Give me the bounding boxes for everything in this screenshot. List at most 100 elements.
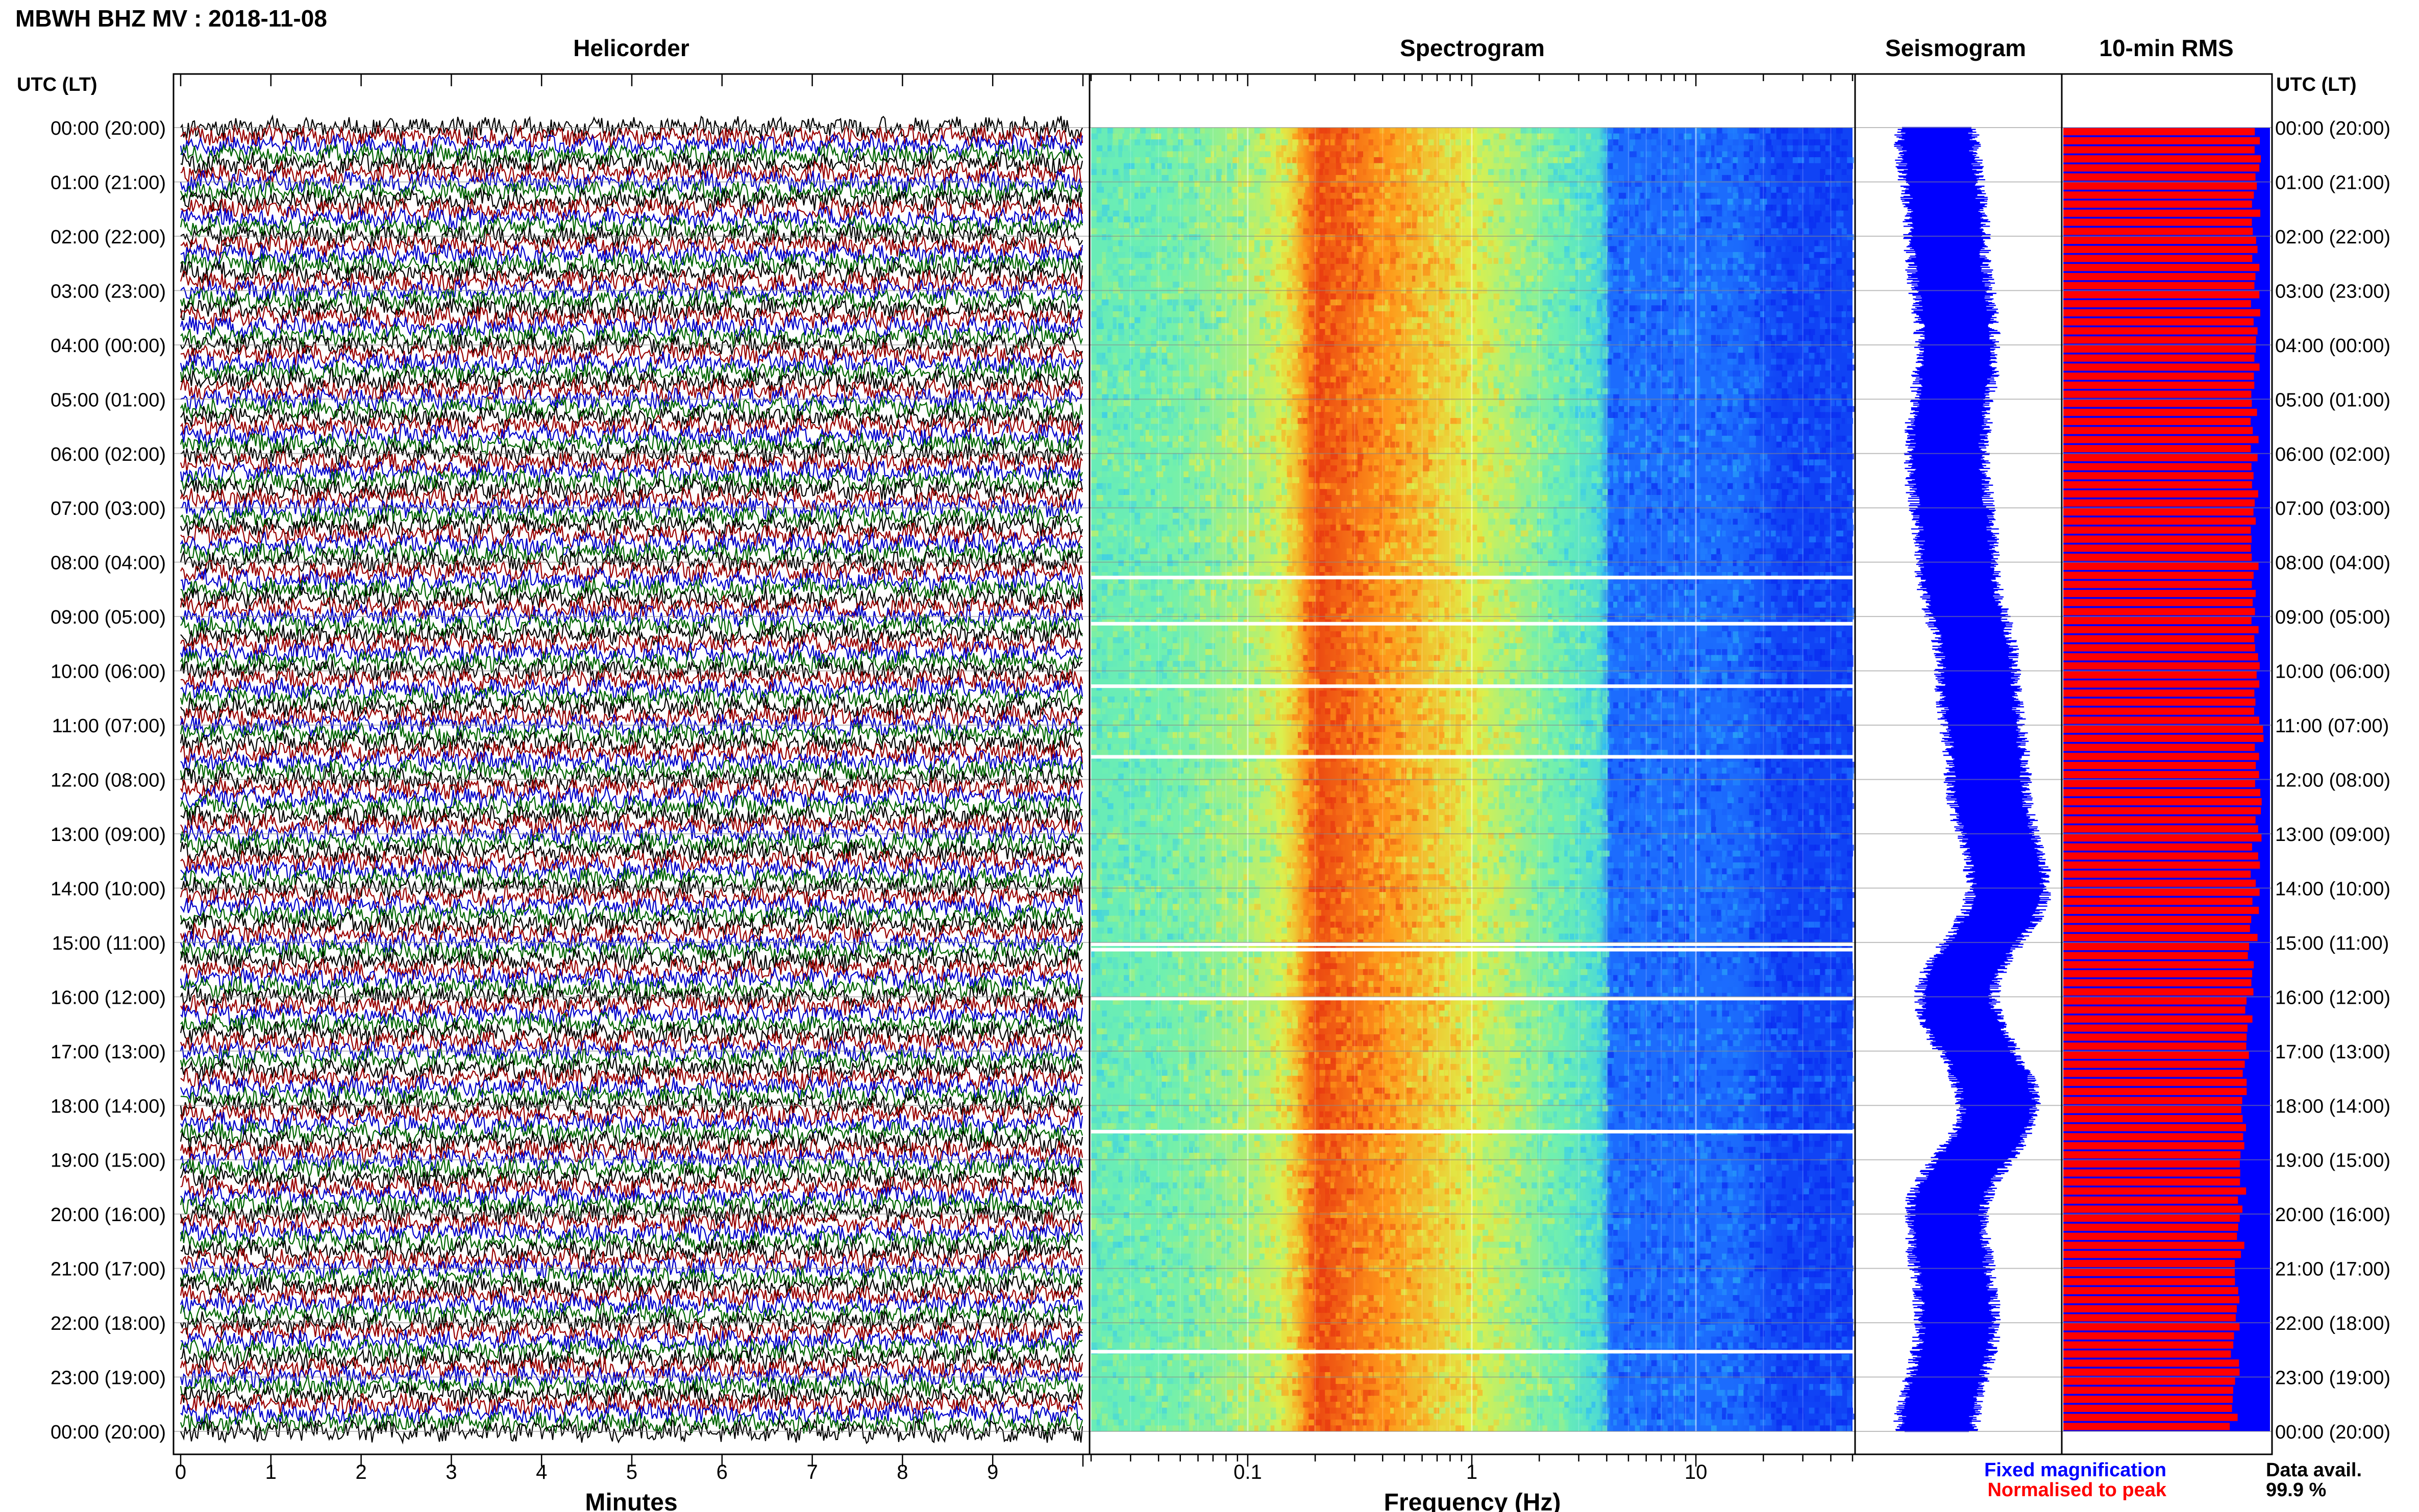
rms-bar	[2063, 535, 2252, 542]
spectrogram-tick-label: 10	[1685, 1461, 1708, 1483]
helicorder-trace	[181, 1030, 1082, 1053]
rms-bar	[2063, 1332, 2234, 1340]
hour-label-right: 02:00 (22:00)	[2275, 227, 2390, 248]
rms-bar	[2063, 355, 2254, 362]
rms-bar	[2063, 1305, 2237, 1312]
rms-bar	[2063, 391, 2251, 398]
time-axis-label-right: UTC (LT)	[2276, 74, 2357, 95]
hour-label-left: 21:00 (17:00)	[51, 1259, 166, 1280]
hour-label-left: 02:00 (22:00)	[51, 227, 166, 248]
minute-tick-label: 3	[446, 1461, 457, 1483]
rms-bar	[2063, 454, 2258, 461]
hour-label-left: 04:00 (00:00)	[51, 335, 166, 357]
rms-bar	[2063, 1151, 2240, 1158]
rms-bar	[2063, 608, 2255, 615]
rms-bar	[2063, 1233, 2237, 1240]
rms-bar	[2063, 400, 2252, 407]
minute-tick-label: 2	[355, 1461, 366, 1483]
rms-bar	[2063, 1314, 2236, 1321]
rms-bar	[2063, 164, 2259, 171]
minute-tick-label: 0	[175, 1461, 186, 1483]
hour-label-right: 22:00 (18:00)	[2275, 1313, 2390, 1334]
rms-bar	[2063, 1359, 2239, 1367]
hour-label-left: 22:00 (18:00)	[51, 1313, 166, 1334]
rms-bar	[2063, 1205, 2242, 1212]
hour-label-left: 14:00 (10:00)	[51, 878, 166, 900]
rms-bar	[2063, 1197, 2238, 1204]
helicorder-trace	[181, 369, 1082, 393]
seismogram-title: Seismogram	[1885, 35, 2026, 61]
hour-label-left: 16:00 (12:00)	[51, 987, 166, 1008]
rms-bar	[2063, 834, 2261, 841]
rms-bar	[2063, 744, 2255, 751]
helicorder-title: Helicorder	[573, 35, 689, 61]
rms-bar	[2063, 508, 2254, 515]
rms-bar	[2063, 327, 2258, 334]
data-avail-label: Data avail.	[2266, 1459, 2362, 1481]
rms-bar	[2063, 445, 2251, 452]
rms-bar	[2063, 844, 2252, 851]
rms-bar	[2063, 1015, 2253, 1023]
helicorder-trace	[181, 705, 1082, 728]
rms-bar	[2063, 861, 2260, 869]
hour-label-right: 21:00 (17:00)	[2275, 1259, 2390, 1280]
rms-bar	[2063, 1088, 2247, 1095]
rms-bar	[2063, 336, 2256, 343]
rms-bar	[2063, 590, 2256, 597]
hour-label-right: 15:00 (11:00)	[2275, 933, 2389, 954]
helicorder-trace	[181, 696, 1082, 718]
rms-bar	[2063, 318, 2254, 326]
rms-bar	[2063, 798, 2262, 805]
rms-bar	[2063, 880, 2256, 887]
rms-bar	[2063, 1260, 2235, 1267]
rms-bar	[2063, 544, 2251, 552]
legend-fixed-magnification: Fixed magnification	[1984, 1459, 2166, 1481]
rms-bar	[2063, 780, 2255, 787]
helicorder-trace	[181, 424, 1082, 447]
minute-tick-label: 9	[987, 1461, 998, 1483]
rms-bar	[2063, 409, 2257, 416]
hour-label-left: 08:00 (04:00)	[51, 553, 166, 574]
rms-bar	[2063, 871, 2251, 878]
spectrogram-tick-label: 1	[1466, 1461, 1477, 1483]
time-axis-label-left: UTC (LT)	[17, 74, 97, 95]
hour-label-right: 00:00 (20:00)	[2275, 118, 2390, 139]
hour-label-left: 20:00 (16:00)	[51, 1204, 166, 1226]
rms-bar	[2063, 934, 2258, 941]
rms-bar	[2063, 1124, 2246, 1131]
helicorder-trace	[181, 1339, 1082, 1361]
rms-bar	[2063, 382, 2254, 389]
hour-label-left: 19:00 (15:00)	[51, 1150, 166, 1172]
rms-bar	[2063, 1342, 2233, 1349]
rms-bar	[2063, 689, 2254, 697]
rms-bar	[2063, 1006, 2245, 1013]
helicorder-trace	[181, 487, 1082, 510]
rms-bar	[2063, 427, 2253, 434]
hour-label-right: 13:00 (09:00)	[2275, 824, 2390, 846]
hour-label-right: 10:00 (06:00)	[2275, 661, 2390, 683]
rms-bar	[2063, 1142, 2244, 1149]
rms-bar	[2063, 201, 2252, 208]
rms-bar	[2063, 1052, 2249, 1059]
rms-bar	[2063, 988, 2254, 996]
rms-bar	[2063, 997, 2247, 1004]
rms-bar	[2063, 961, 2254, 968]
helicorder-trace	[181, 1212, 1082, 1235]
rms-bar	[2063, 1061, 2245, 1068]
rms-bar	[2063, 581, 2252, 588]
rms-bar	[2063, 1115, 2243, 1122]
rms-bar	[2063, 481, 2252, 488]
hour-label-right: 18:00 (14:00)	[2275, 1096, 2390, 1117]
rms-bar	[2063, 500, 2255, 507]
hour-label-right: 00:00 (20:00)	[2275, 1422, 2390, 1443]
hour-label-left: 13:00 (09:00)	[51, 824, 166, 846]
rms-bar	[2063, 708, 2254, 715]
rms-bar	[2063, 916, 2251, 923]
rms-bar	[2063, 907, 2259, 914]
rms-bar	[2063, 228, 2253, 235]
rms-bar	[2063, 237, 2256, 244]
rms-bar	[2063, 952, 2248, 959]
rms-bar	[2063, 888, 2260, 896]
hour-label-right: 16:00 (12:00)	[2275, 987, 2390, 1008]
